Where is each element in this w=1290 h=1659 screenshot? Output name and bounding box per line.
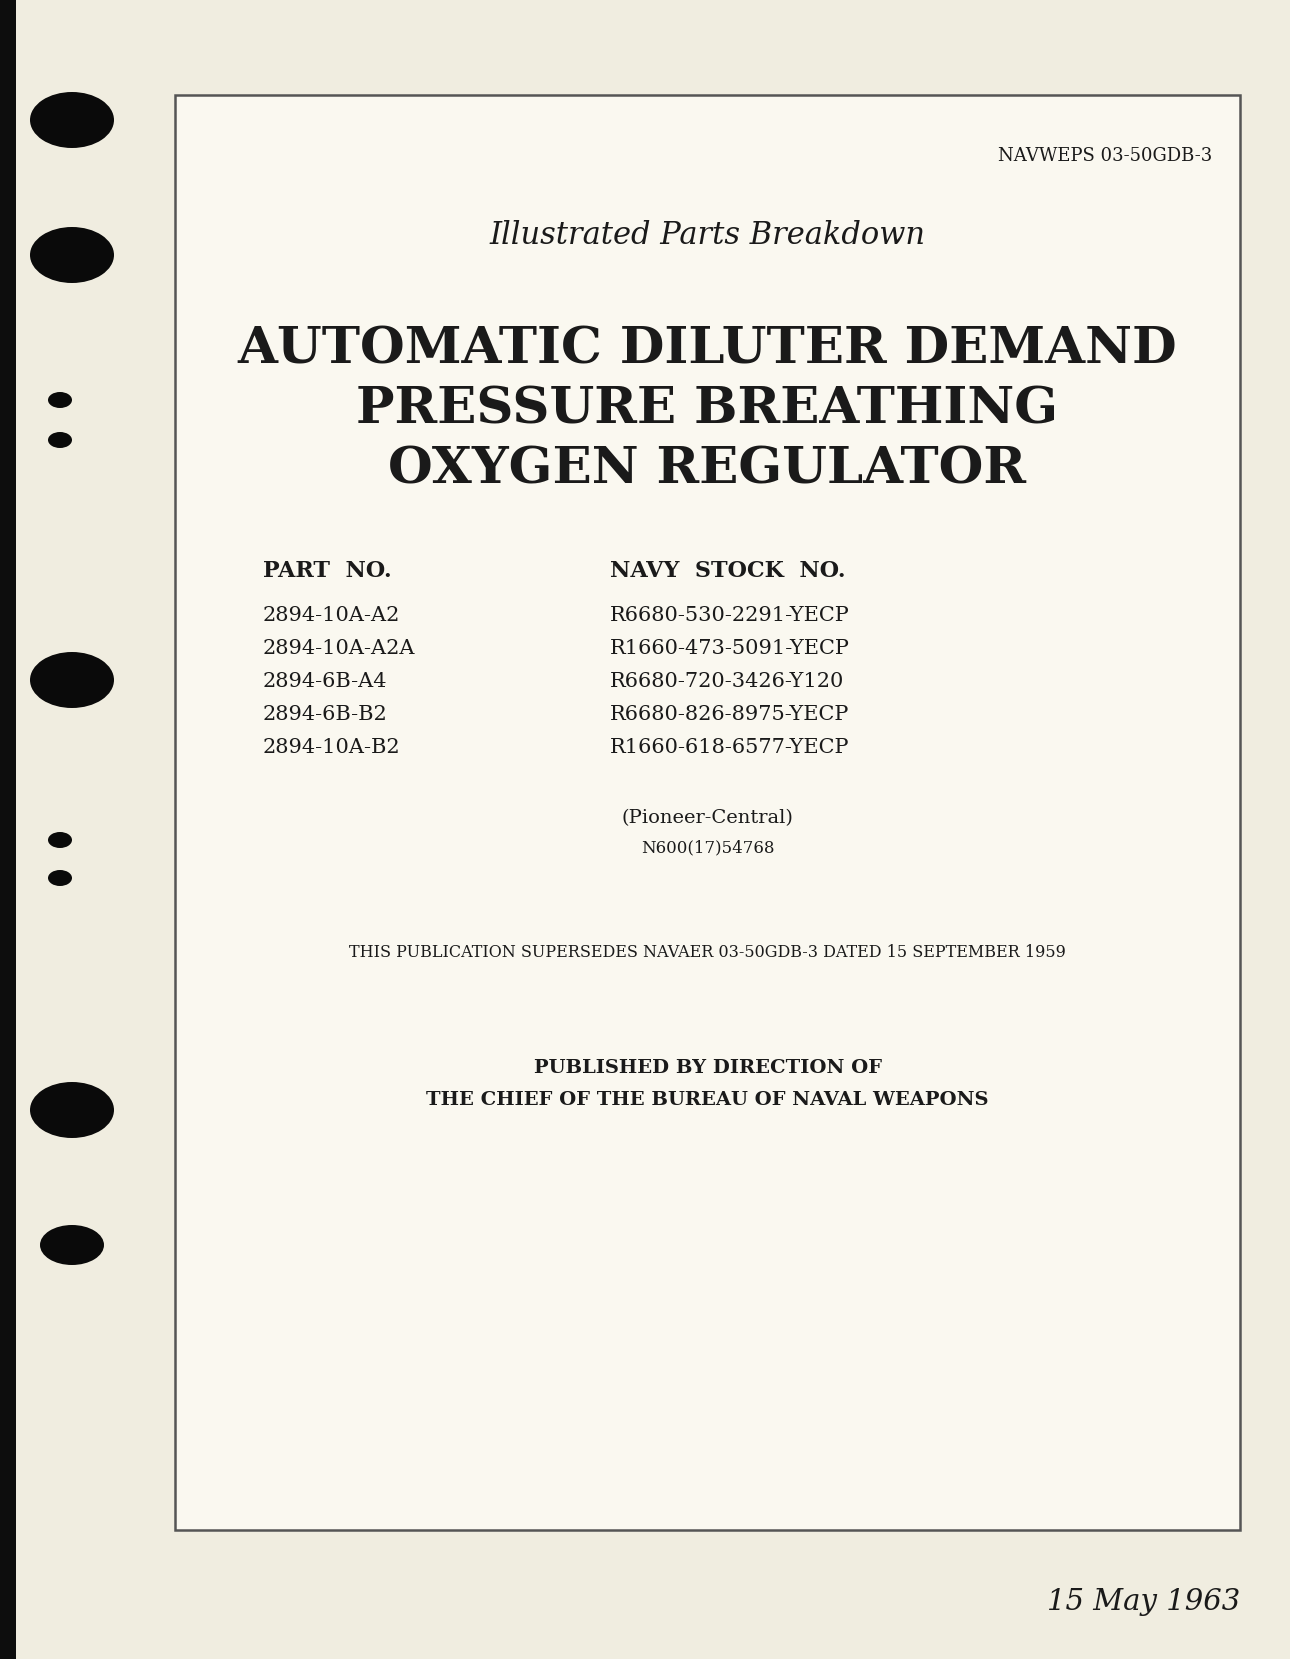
Text: NAVY  STOCK  NO.: NAVY STOCK NO. — [610, 561, 845, 582]
Text: AUTOMATIC DILUTER DEMAND: AUTOMATIC DILUTER DEMAND — [237, 325, 1178, 373]
Ellipse shape — [48, 392, 72, 408]
Text: R1660-473-5091-YECP: R1660-473-5091-YECP — [610, 639, 850, 659]
Ellipse shape — [40, 1224, 104, 1266]
Text: THE CHIEF OF THE BUREAU OF NAVAL WEAPONS: THE CHIEF OF THE BUREAU OF NAVAL WEAPONS — [426, 1092, 988, 1108]
Text: THIS PUBLICATION SUPERSEDES NAVAER 03-50GDB-3 DATED 15 SEPTEMBER 1959: THIS PUBLICATION SUPERSEDES NAVAER 03-50… — [350, 944, 1066, 961]
Ellipse shape — [30, 652, 114, 708]
Text: Illustrated Parts Breakdown: Illustrated Parts Breakdown — [489, 221, 925, 251]
Text: 2894-6B-A4: 2894-6B-A4 — [263, 672, 387, 692]
Ellipse shape — [48, 833, 72, 848]
Text: PART  NO.: PART NO. — [263, 561, 392, 582]
Text: OXYGEN REGULATOR: OXYGEN REGULATOR — [388, 445, 1027, 494]
Text: 15 May 1963: 15 May 1963 — [1046, 1588, 1240, 1616]
Text: 2894-10A-A2: 2894-10A-A2 — [263, 606, 400, 625]
Ellipse shape — [48, 431, 72, 448]
Text: R6680-530-2291-YECP: R6680-530-2291-YECP — [610, 606, 850, 625]
Bar — [175, 95, 1240, 1530]
Ellipse shape — [30, 91, 114, 148]
Ellipse shape — [48, 869, 72, 886]
Text: N600(17)54768: N600(17)54768 — [641, 839, 774, 856]
Bar — [0, 0, 15, 1659]
Ellipse shape — [30, 227, 114, 284]
Text: (Pioneer-Central): (Pioneer-Central) — [622, 810, 793, 826]
Text: PRESSURE BREATHING: PRESSURE BREATHING — [356, 385, 1059, 435]
Text: R6680-826-8975-YECP: R6680-826-8975-YECP — [610, 705, 849, 723]
Text: 2894-6B-B2: 2894-6B-B2 — [263, 705, 388, 723]
Text: NAVWEPS 03-50GDB-3: NAVWEPS 03-50GDB-3 — [997, 148, 1213, 164]
Text: 2894-10A-A2A: 2894-10A-A2A — [263, 639, 415, 659]
Text: 2894-10A-B2: 2894-10A-B2 — [263, 738, 401, 757]
Text: R1660-618-6577-YECP: R1660-618-6577-YECP — [610, 738, 850, 757]
Text: PUBLISHED BY DIRECTION OF: PUBLISHED BY DIRECTION OF — [534, 1058, 881, 1077]
Text: R6680-720-3426-Y120: R6680-720-3426-Y120 — [610, 672, 845, 692]
Ellipse shape — [30, 1082, 114, 1138]
